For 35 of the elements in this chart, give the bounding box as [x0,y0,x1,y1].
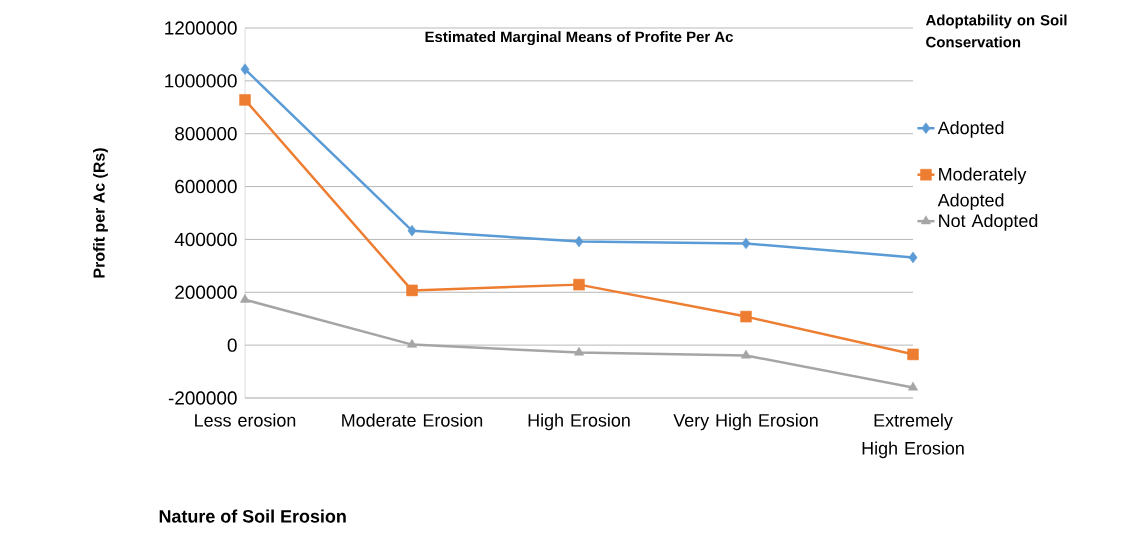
x-axis-title: Nature of Soil Erosion [159,509,346,523]
x-tick-label: Extremely High Erosion [862,413,964,459]
legend-label: Not Adopted [939,213,1038,231]
point [239,94,251,106]
point [908,251,918,264]
legend-label: Adopted [937,120,1004,138]
point [907,348,919,361]
point [240,293,250,303]
y-tick-label: 0 [227,338,237,352]
point [574,346,584,356]
x-tick-label: Very High Erosion [673,413,818,431]
point [406,284,418,297]
x-tick-label: Less erosion [195,413,296,427]
point [741,349,751,359]
chart-title: Estimated Marginal Means of Profite Per Ac [425,31,733,46]
y-tick-label: 400000 [174,232,237,247]
y-tick-label: 200000 [175,285,237,299]
point [574,235,584,248]
y-tick-label: 600000 [175,179,237,194]
point [240,63,250,75]
y-axis-title: Profit per Ac (Rs) [93,148,108,278]
legend-label: Moderately Adopted [937,167,1027,211]
legend-title: Adoptability on Soil Conservation [925,14,1067,48]
point [407,338,417,348]
point [407,224,417,237]
y-tick-label: -200000 [168,391,237,405]
point [741,237,751,250]
y-tick-label: 800000 [175,127,237,141]
x-tick-label: Moderate Erosion [342,413,483,427]
point [908,381,918,391]
y-tick-label: 1000000 [165,74,237,88]
point [573,278,585,291]
y-tick-label: 1200000 [165,21,237,35]
point [740,310,752,323]
x-tick-label: High Erosion [528,413,630,431]
